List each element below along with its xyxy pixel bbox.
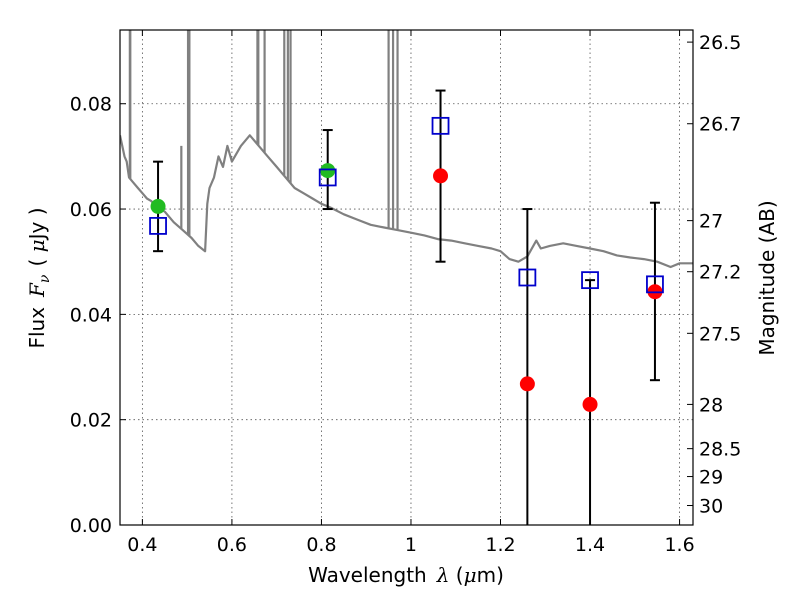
y-tick-label: 0.06	[70, 199, 112, 221]
y-tick-label: 0.00	[70, 515, 112, 537]
mag-tick-label: 26.5	[699, 32, 741, 54]
x-tick-label: 0.6	[217, 534, 247, 556]
y-tick-label: 0.04	[70, 304, 112, 326]
observed-point	[519, 376, 535, 392]
mag-tick-label: 28	[699, 394, 723, 416]
observed-point	[150, 198, 166, 214]
magnitude-ticks: 26.5 26.7 27 27.2 27.5 28 28.5 29 30	[687, 32, 741, 518]
x-axis-title: Wavelength λ (μm)	[308, 563, 504, 587]
mag-tick-label: 29	[699, 467, 723, 489]
x-tick-label: 1	[405, 534, 417, 556]
synthetic-points	[149, 116, 664, 294]
x-tick-label: 0.4	[127, 534, 157, 556]
mag-tick-label: 27.5	[699, 323, 741, 345]
observed-point	[582, 396, 598, 412]
mag-tick-label: 26.7	[699, 114, 741, 136]
observed-point	[320, 163, 336, 179]
x-tick-label: 1.4	[575, 534, 605, 556]
y-ticks: 0.00 0.02 0.04 0.06 0.08	[70, 94, 126, 537]
synthetic-point	[318, 168, 337, 187]
grid	[120, 30, 693, 525]
synthetic-point	[581, 271, 599, 290]
x-tick-label: 0.8	[306, 534, 336, 556]
y-axis-title: FluxFν( μJy )	[25, 207, 53, 348]
model-spectrum	[120, 30, 693, 269]
x-ticks: 0.4 0.6 0.8 1 1.2 1.4 1.6	[127, 30, 695, 556]
synthetic-point	[646, 275, 664, 294]
y-tick-label: 0.08	[70, 94, 112, 116]
synthetic-point	[431, 116, 450, 135]
mag-tick-label: 30	[699, 496, 723, 518]
mag-tick-label: 28.5	[699, 439, 741, 461]
x-tick-label: 1.6	[664, 534, 694, 556]
observed-point	[433, 168, 449, 184]
y-tick-label: 0.02	[70, 410, 112, 432]
y2-axis-title: Magnitude (AB)	[755, 200, 779, 355]
synthetic-point	[518, 268, 537, 287]
mag-tick-label: 27.2	[699, 262, 741, 284]
plot-frame	[119, 29, 694, 526]
x-tick-label: 1.2	[485, 534, 515, 556]
mag-tick-label: 27	[699, 211, 723, 233]
model-continuum-line	[120, 134, 693, 269]
synthetic-point	[149, 216, 167, 235]
